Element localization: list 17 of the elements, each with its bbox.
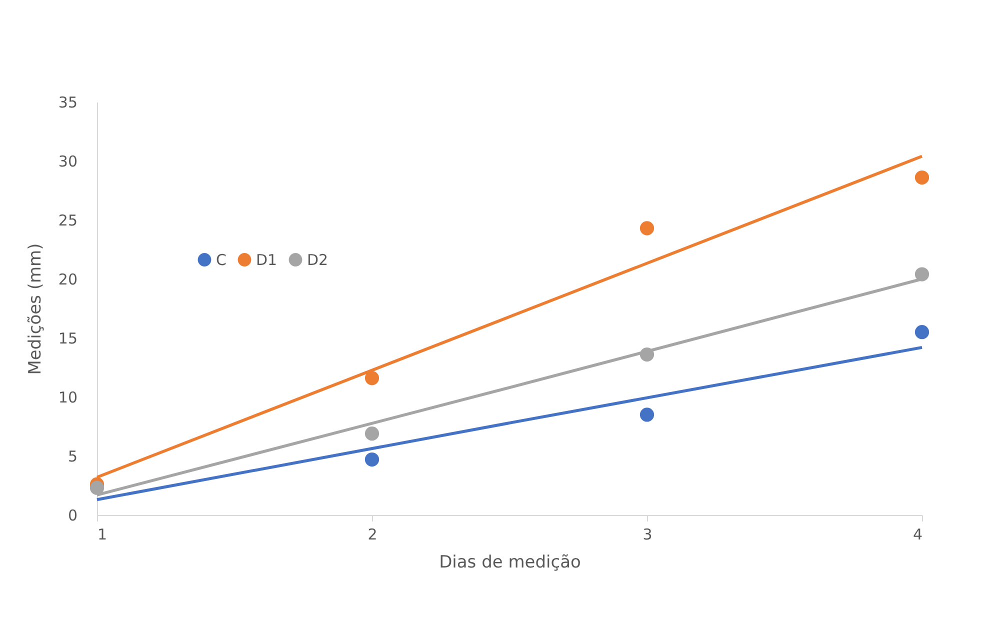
y-tick-label: 15: [58, 330, 78, 348]
legend-label: C: [216, 250, 226, 269]
y-tick-label: 25: [58, 212, 78, 230]
y-axis-title: Medições (mm): [25, 243, 46, 375]
x-tick-label: 1: [98, 526, 108, 544]
x-tick-label: 2: [368, 526, 378, 544]
y-tick-label: 20: [58, 270, 78, 288]
legend-label: D2: [307, 250, 328, 269]
x-axis-title: Dias de medição: [439, 552, 581, 572]
x-tick-label: 3: [642, 526, 652, 544]
y-tick-label: 0: [68, 506, 78, 524]
legend-label: D1: [256, 250, 278, 269]
y-tick-label: 5: [68, 448, 78, 466]
y-tick-label: 35: [58, 94, 78, 112]
y-tick-label: 30: [58, 152, 78, 170]
y-tick-label: 10: [58, 388, 78, 406]
x-tick-label: 4: [912, 526, 922, 544]
